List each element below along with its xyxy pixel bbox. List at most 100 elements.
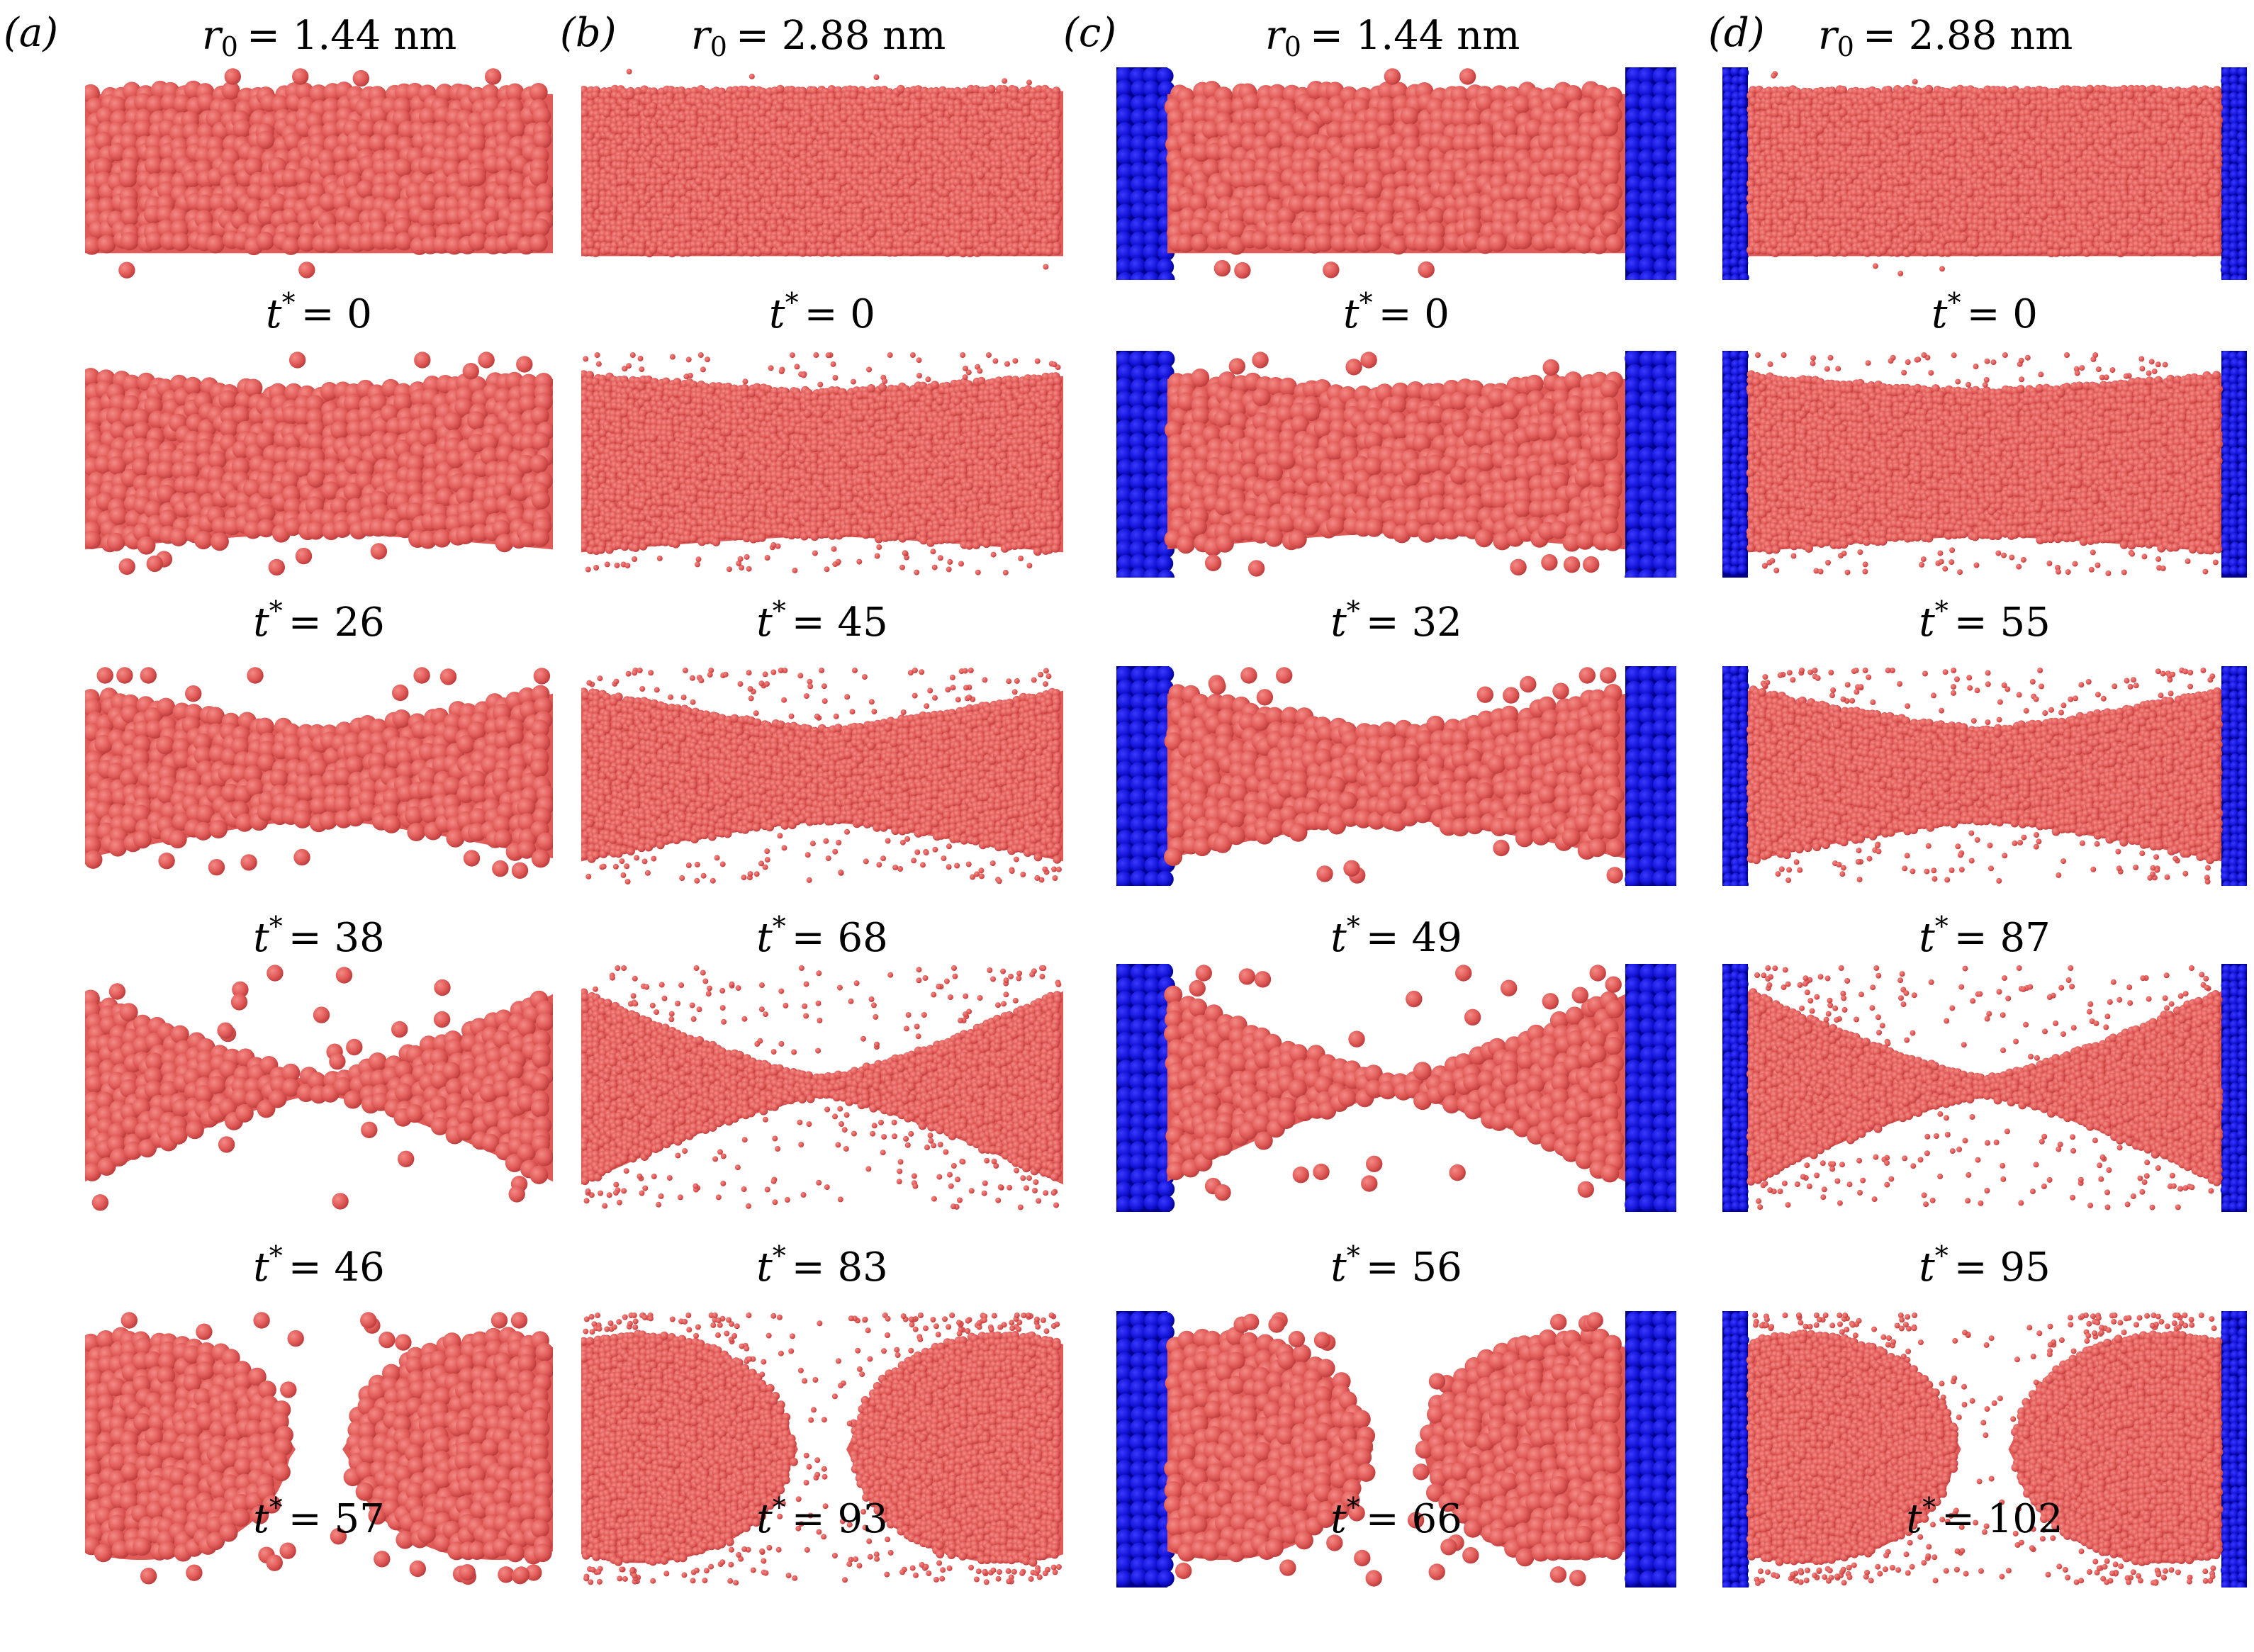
time-equals: = bbox=[1366, 1496, 1412, 1542]
liquid-body bbox=[1746, 988, 2224, 1186]
radius-label-c: r0 = 1.44 nm bbox=[1265, 13, 1520, 62]
liquid-body bbox=[1164, 1325, 1625, 1567]
liquid-body bbox=[85, 80, 553, 256]
time-superscript: * bbox=[1935, 911, 1949, 942]
time-symbol: t bbox=[1330, 600, 1347, 646]
time-equals: = bbox=[1954, 1244, 2000, 1291]
snapshot-svg bbox=[1722, 67, 2247, 280]
time-value: 26 bbox=[334, 600, 384, 646]
liquid-body bbox=[581, 687, 1063, 864]
radius-label-b: r0 = 2.88 nm bbox=[691, 13, 946, 62]
snapshot-svg bbox=[1116, 666, 1676, 886]
snapshot-svg bbox=[581, 69, 1063, 270]
right-wall bbox=[1624, 964, 1676, 1212]
time-value: 32 bbox=[1411, 600, 1462, 646]
time-superscript: * bbox=[773, 911, 786, 942]
snapshot-svg bbox=[1722, 666, 2247, 886]
time-symbol: t bbox=[253, 1244, 269, 1291]
time-label-b-2: t* = 68 bbox=[610, 911, 1035, 961]
time-superscript: * bbox=[1347, 1240, 1360, 1271]
snapshot-svg bbox=[1116, 67, 1676, 280]
snapshot-svg bbox=[1722, 964, 2247, 1212]
time-equals: = bbox=[288, 915, 335, 961]
left-wall bbox=[1116, 67, 1175, 280]
time-superscript: * bbox=[773, 1240, 786, 1271]
time-label-c-0: t* = 0 bbox=[1184, 287, 1609, 337]
snapshot-c-0 bbox=[1116, 67, 1676, 280]
time-symbol: t bbox=[1919, 1244, 1935, 1291]
snapshot-svg bbox=[1116, 964, 1676, 1212]
time-symbol: t bbox=[756, 1496, 773, 1542]
time-equals: = bbox=[301, 291, 347, 337]
liquid-body bbox=[581, 370, 1063, 556]
time-label-b-0: t* = 0 bbox=[610, 287, 1035, 337]
right-wall bbox=[2220, 351, 2247, 578]
vapor-particles bbox=[585, 668, 1062, 884]
liquid-body bbox=[581, 1330, 1063, 1567]
vapor-particles bbox=[626, 69, 1049, 270]
panel-letter-c: (c) bbox=[1063, 3, 1116, 64]
snapshot-a-3 bbox=[85, 964, 553, 1212]
time-label-d-0: t* = 0 bbox=[1772, 287, 2197, 337]
left-wall bbox=[1722, 351, 1749, 578]
vapor-particles bbox=[120, 1312, 542, 1585]
snapshot-svg bbox=[1116, 351, 1676, 578]
time-equals: = bbox=[1379, 291, 1425, 337]
snapshot-svg bbox=[85, 68, 553, 279]
time-superscript: * bbox=[1347, 1492, 1360, 1523]
snapshot-a-1 bbox=[85, 351, 553, 578]
time-value: 57 bbox=[334, 1496, 384, 1542]
snapshot-c-3 bbox=[1116, 964, 1676, 1212]
time-symbol: t bbox=[253, 915, 269, 961]
vapor-particles bbox=[1771, 71, 1945, 276]
time-superscript: * bbox=[1347, 911, 1360, 942]
time-equals: = bbox=[288, 1496, 335, 1542]
time-label-c-2: t* = 49 bbox=[1184, 911, 1609, 961]
right-wall bbox=[1624, 351, 1676, 578]
radius-symbol: r bbox=[1265, 13, 1284, 59]
time-symbol: t bbox=[1919, 915, 1935, 961]
left-wall bbox=[1116, 1311, 1175, 1588]
liquid-body bbox=[1164, 81, 1625, 255]
panel-letter-d: (d) bbox=[1708, 3, 1765, 64]
time-equals: = bbox=[1366, 1244, 1412, 1291]
snapshot-a-2 bbox=[85, 666, 553, 886]
liquid-body bbox=[1746, 370, 2224, 555]
time-equals: = bbox=[288, 600, 335, 646]
time-equals: = bbox=[792, 600, 838, 646]
time-value: 93 bbox=[837, 1496, 887, 1542]
time-superscript: * bbox=[773, 1492, 786, 1523]
time-label-a-4: t* = 57 bbox=[106, 1492, 532, 1542]
time-symbol: t bbox=[253, 600, 269, 646]
time-equals: = bbox=[1954, 600, 2000, 646]
vapor-particles bbox=[1204, 352, 1600, 577]
snapshot-c-2 bbox=[1116, 666, 1676, 886]
time-value: 87 bbox=[2000, 915, 2050, 961]
vapor-particles bbox=[118, 68, 502, 279]
snapshot-svg bbox=[581, 352, 1063, 575]
liquid-body bbox=[85, 368, 553, 555]
time-value: 95 bbox=[2000, 1244, 2050, 1291]
snapshot-a-0 bbox=[85, 67, 553, 280]
time-equals: = bbox=[1366, 915, 1412, 961]
snapshot-c-1 bbox=[1116, 351, 1676, 578]
left-wall bbox=[1722, 1311, 1749, 1588]
vapor-particles bbox=[1189, 965, 1622, 1201]
time-equals: = bbox=[1366, 600, 1412, 646]
left-wall bbox=[1722, 666, 1749, 886]
vapor-particles bbox=[118, 352, 533, 576]
radius-subscript: 0 bbox=[221, 31, 238, 62]
right-wall bbox=[2220, 1311, 2247, 1588]
time-equals: = bbox=[1967, 291, 2013, 337]
time-label-b-3: t* = 83 bbox=[610, 1240, 1035, 1291]
vapor-particles bbox=[1754, 965, 2214, 1210]
time-symbol: t bbox=[1919, 600, 1935, 646]
time-value: 0 bbox=[1424, 291, 1450, 337]
snapshot-svg bbox=[1116, 1311, 1676, 1588]
liquid-body bbox=[1164, 684, 1625, 866]
panel-letter-a: (a) bbox=[4, 3, 58, 64]
time-label-a-3: t* = 46 bbox=[106, 1240, 532, 1291]
time-value: 83 bbox=[837, 1244, 887, 1291]
time-value: 45 bbox=[837, 600, 887, 646]
radius-symbol: r bbox=[691, 13, 710, 59]
